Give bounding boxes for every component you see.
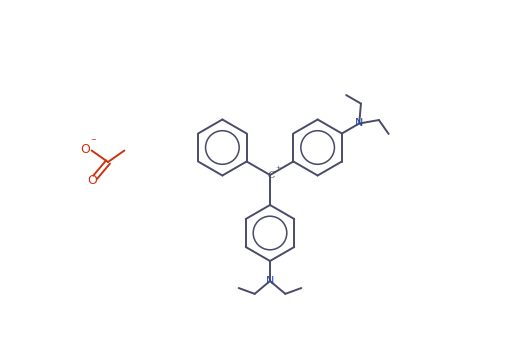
Text: O: O <box>87 174 97 187</box>
Text: O: O <box>81 143 90 156</box>
Text: C: C <box>268 170 276 180</box>
Text: $^+$: $^+$ <box>274 164 282 174</box>
Text: $^-$: $^-$ <box>89 138 98 148</box>
Text: N: N <box>355 119 363 128</box>
Text: N: N <box>266 276 274 286</box>
